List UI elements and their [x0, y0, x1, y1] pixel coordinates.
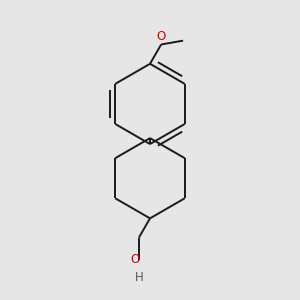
Text: H: H	[135, 271, 143, 284]
Text: O: O	[157, 30, 166, 43]
Text: O: O	[130, 254, 139, 266]
